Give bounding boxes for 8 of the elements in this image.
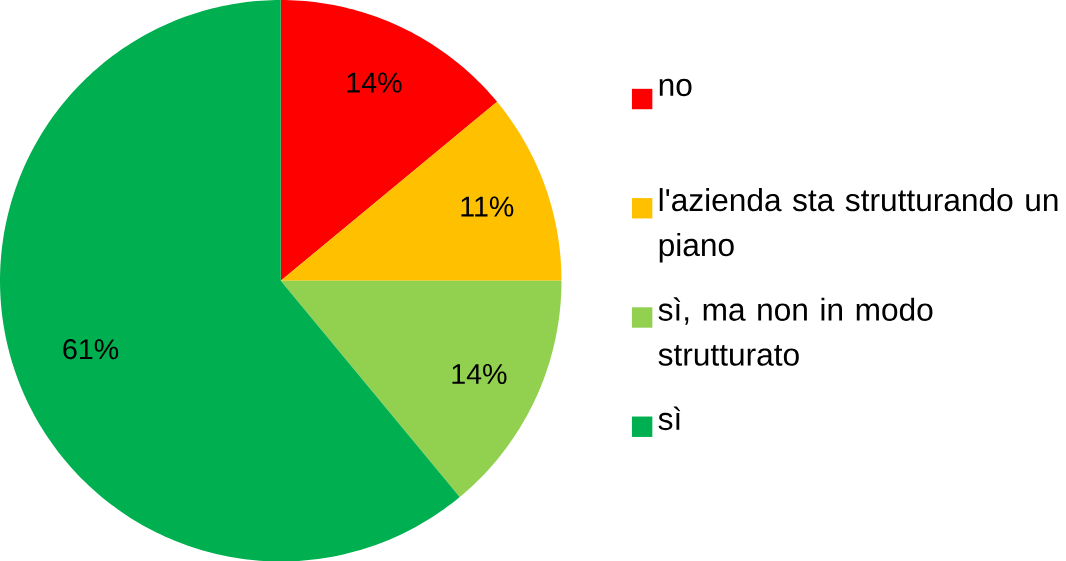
data-label: 14% — [452, 363, 507, 384]
legend-label: sì, ma non in modo strutturato — [658, 297, 933, 366]
data-label: 61% — [63, 338, 119, 360]
data-label: 11% — [461, 196, 514, 217]
legend-label: l'azienda sta strutturando un piano — [659, 187, 1058, 263]
data-label: 14% — [347, 72, 402, 93]
legend-label: no — [659, 78, 692, 96]
legend-label: sì — [658, 406, 681, 430]
